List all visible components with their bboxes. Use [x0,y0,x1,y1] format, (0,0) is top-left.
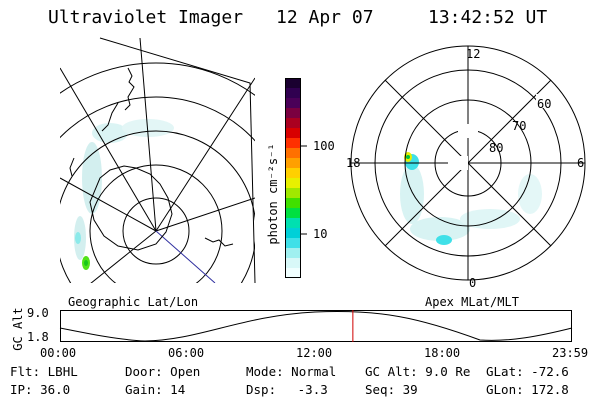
alt-axis-title: GC Alt [11,307,25,351]
info-mode: Mode: Normal [246,364,336,379]
info-ip: IP: 36.0 [10,382,70,397]
info-flt-label: Flt: [10,364,41,379]
colorbar-tick-marks [301,145,307,235]
mlat-label-70: 70 [512,119,527,133]
colorbar-segment [285,128,301,139]
geographic-caption: Geographic Lat/Lon [68,295,199,309]
colorbar-segment [285,118,301,129]
altitude-strip [59,310,573,342]
info-seq-value: 39 [402,382,418,397]
colorbar-segment [285,188,301,199]
info-glon-label: GLon: [486,382,524,397]
colorbar-segment [285,258,301,269]
info-mode-label: Mode: [246,364,284,379]
colorbar-segment [285,108,301,119]
x-tick-0000: 00:00 [40,346,77,360]
app-title: Ultraviolet Imager [48,7,244,28]
aurora-emission-polar [400,152,542,245]
image-time: 13:42:52 UT [428,7,548,28]
info-glat-value: -72.6 [531,364,569,379]
x-tick-1200: 12:00 [296,346,333,360]
info-gcalt: GC Alt: 9.0 Re [365,364,470,379]
info-glon: GLon: 172.8 [486,382,569,397]
colorbar-segment [285,148,301,159]
colorbar-segment [285,98,301,109]
alt-tick-9: 9.0 [27,306,49,320]
colorbar-segment [285,168,301,179]
info-door-label: Door: [125,364,163,379]
info-seq-label: Seq: [365,382,396,397]
x-tick-1800: 18:00 [424,346,461,360]
mlt-label-6: 6 [577,156,585,170]
apex-caption: Apex MLat/MLT [425,295,519,309]
info-gcalt-value: 9.0 Re [425,364,471,379]
info-gain: Gain: 14 [125,382,185,397]
colorbar-tick-10: 10 [313,227,328,241]
mlat-label-80: 80 [489,141,504,155]
colorbar-segment [285,268,301,279]
colorbar-segment [285,218,301,229]
colorbar-segment [285,158,301,169]
info-mode-value: Normal [291,364,337,379]
x-tick-0600: 06:00 [168,346,205,360]
x-tick-2359: 23:59 [552,346,589,360]
info-ip-value: 36.0 [40,382,71,397]
info-dsp-label: Dsp: [246,382,277,397]
info-glat: GLat: -72.6 [486,364,569,379]
alt-tick-1-8: 1.8 [27,330,49,344]
info-dsp-value: -3.3 [297,382,328,397]
info-glat-label: GLat: [486,364,524,379]
colorbar-tick-100: 100 [313,139,335,153]
colorbar-segment [285,228,301,239]
info-dsp: Dsp: -3.3 [246,382,328,397]
colorbar-segment [285,208,301,219]
colorbar-segment [285,88,301,99]
mlt-label-12: 12 [466,47,481,61]
mlt-label-0: 0 [469,276,477,290]
colorbar-segment [285,138,301,149]
info-ip-label: IP: [10,382,33,397]
mlat-label-60: 60 [537,97,552,111]
colorbar-segment [285,178,301,189]
info-door-value: Open [170,364,201,379]
colorbar-segment [285,238,301,249]
geographic-map-panel [60,37,256,284]
info-seq: Seq: 39 [365,382,418,397]
mlt-label-18: 18 [346,156,361,170]
info-flt: Flt: LBHL [10,364,78,379]
colorbar-segment [285,198,301,209]
colorbar-unit-label: photon cm⁻²s⁻¹ [266,143,280,245]
colorbar [285,78,301,279]
info-glon-value: 172.8 [531,382,569,397]
info-flt-value: LBHL [47,364,78,379]
colorbar-border [285,78,301,278]
info-door: Door: Open [125,364,200,379]
image-date: 12 Apr 07 [276,7,374,28]
info-gcalt-label: GC Alt: [365,364,418,379]
colorbar-segment [285,248,301,259]
info-gain-value: 14 [170,382,186,397]
info-gain-label: Gain: [125,382,163,397]
polar-mlt-plot [350,45,586,281]
colorbar-segment [285,78,301,89]
